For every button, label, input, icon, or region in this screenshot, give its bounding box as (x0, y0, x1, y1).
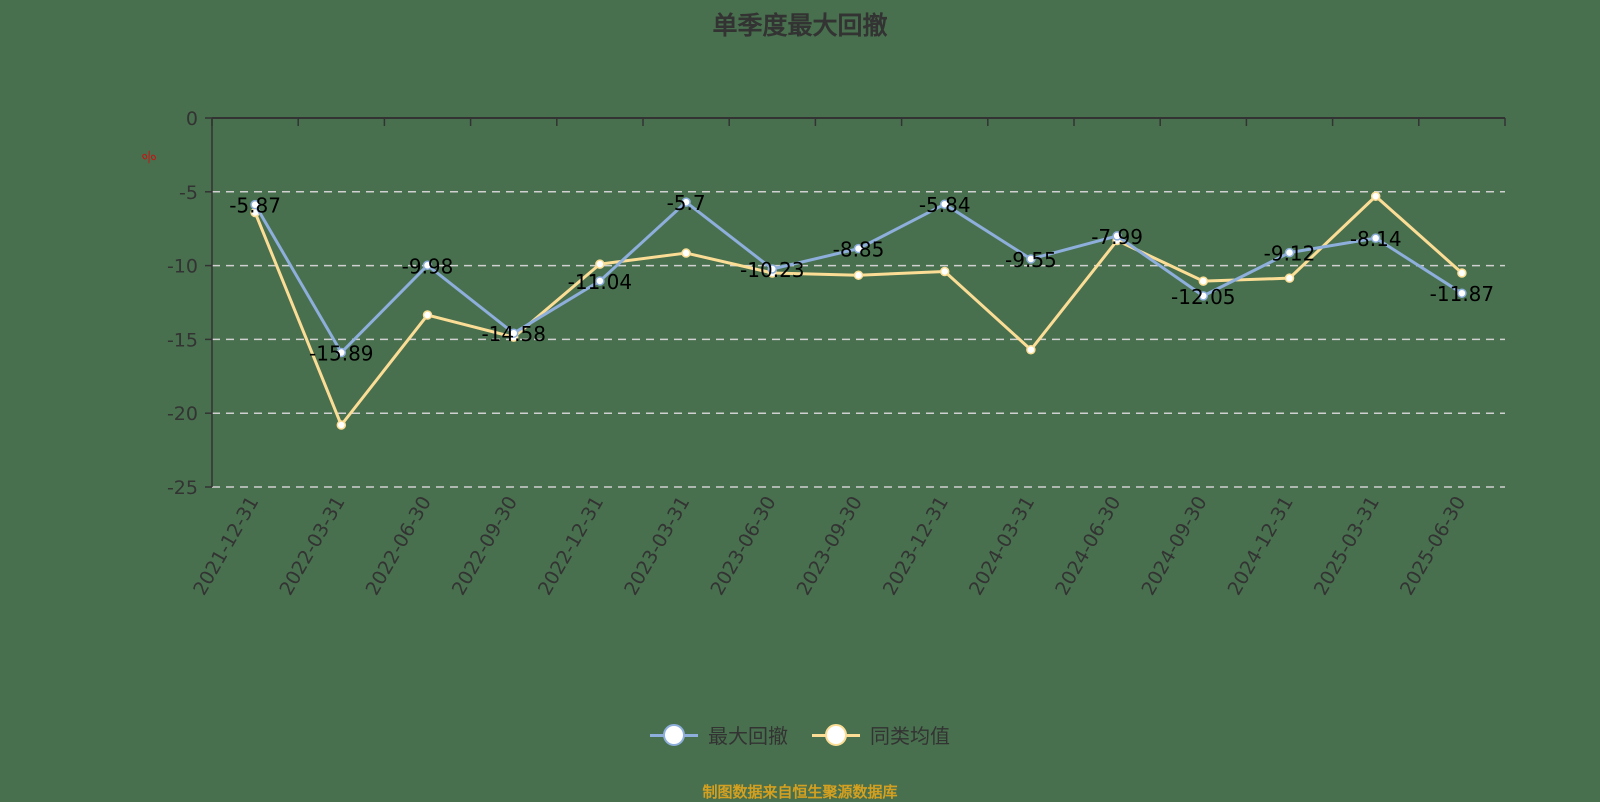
svg-text:2022-03-31: 2022-03-31 (275, 493, 349, 600)
legend-line-circle-icon (812, 723, 860, 746)
series-lines (250, 191, 1467, 430)
svg-text:2025-03-31: 2025-03-31 (1310, 493, 1384, 600)
svg-text:-5.84: -5.84 (919, 193, 971, 217)
svg-text:2023-06-30: 2023-06-30 (706, 493, 780, 600)
svg-text:2023-12-31: 2023-12-31 (879, 492, 953, 599)
legend-line-circle-icon (650, 723, 698, 746)
data-source-footer: 制图数据来自恒生聚源数据库 (702, 783, 898, 801)
svg-text:2024-03-31: 2024-03-31 (965, 493, 1039, 600)
svg-text:-20: -20 (167, 403, 198, 425)
svg-text:0: 0 (186, 108, 198, 130)
svg-text:2021-12-31: 2021-12-31 (189, 493, 263, 600)
svg-text:2023-03-31: 2023-03-31 (620, 493, 694, 600)
svg-text:-5.87: -5.87 (229, 194, 281, 218)
svg-text:-25: -25 (167, 477, 198, 499)
svg-text:2022-09-30: 2022-09-30 (448, 493, 522, 600)
legend-item-max-drawdown[interactable]: 最大回撤 (650, 720, 788, 749)
svg-text:2022-12-31: 2022-12-31 (534, 493, 608, 600)
svg-text:-15: -15 (167, 329, 198, 351)
svg-text:-5: -5 (179, 182, 198, 204)
data-labels: -5.87 -15.89 -9.98 -14.58 -11.04 -5.7 -10.23 -8… (229, 191, 1494, 365)
svg-text:-10.23: -10.23 (740, 258, 804, 282)
svg-text:-5.7: -5.7 (667, 191, 706, 215)
chart-title: 单季度最大回撤 (712, 11, 888, 40)
svg-text:-7.99: -7.99 (1091, 225, 1143, 249)
svg-text:2022-06-30: 2022-06-30 (362, 493, 436, 600)
svg-text:2023-09-30: 2023-09-30 (793, 493, 867, 600)
svg-text:-9.12: -9.12 (1264, 242, 1316, 266)
svg-text:-15.89: -15.89 (309, 342, 373, 366)
svg-text:-8.85: -8.85 (833, 238, 885, 262)
legend-label: 最大回撤 (708, 724, 788, 748)
svg-text:2024-06-30: 2024-06-30 (1051, 493, 1125, 600)
svg-text:2024-12-31: 2024-12-31 (1224, 493, 1298, 600)
legend-item-peer-average[interactable]: 同类均值 (812, 720, 950, 749)
svg-text:-14.58: -14.58 (481, 322, 545, 346)
svg-text:-8.14: -8.14 (1350, 227, 1402, 251)
svg-text:-9.98: -9.98 (402, 254, 454, 278)
svg-text:-9.55: -9.55 (1005, 248, 1057, 272)
grid-lines (212, 191, 1505, 488)
svg-text:-11.04: -11.04 (568, 270, 632, 294)
svg-text:-10: -10 (167, 256, 198, 278)
svg-text:-12.05: -12.05 (1171, 285, 1235, 309)
svg-text:-11.87: -11.87 (1430, 282, 1494, 306)
svg-text:2025-06-30: 2025-06-30 (1396, 493, 1470, 600)
svg-text:2024-09-30: 2024-09-30 (1137, 493, 1211, 600)
legend: 最大回撤 同类均值 (0, 720, 1600, 749)
legend-label: 同类均值 (870, 724, 950, 748)
